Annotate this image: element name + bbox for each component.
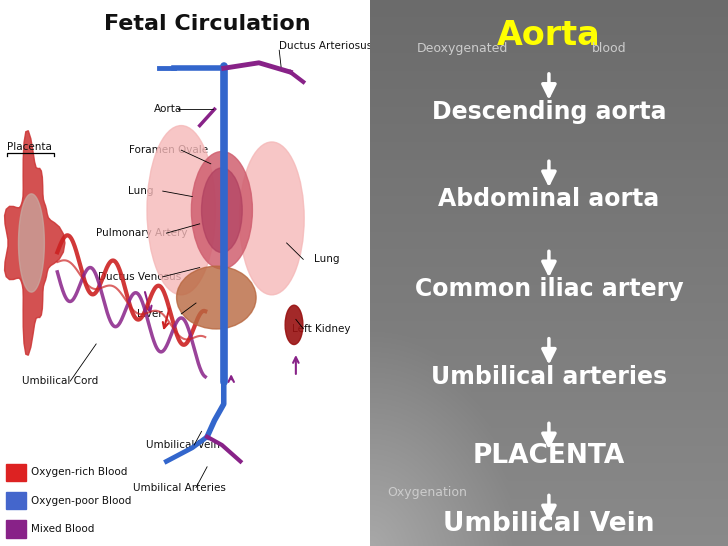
- Text: Lung: Lung: [127, 186, 153, 196]
- Text: blood: blood: [592, 41, 627, 55]
- Ellipse shape: [147, 126, 215, 295]
- Text: Ductus Arteriosus: Ductus Arteriosus: [280, 41, 373, 51]
- Ellipse shape: [285, 305, 303, 345]
- Bar: [6, 492, 26, 509]
- Ellipse shape: [202, 168, 242, 252]
- Text: Deoxygenated: Deoxygenated: [416, 41, 507, 55]
- Bar: [6, 520, 26, 538]
- Ellipse shape: [191, 151, 253, 269]
- Text: Umbilical Cord: Umbilical Cord: [22, 376, 98, 386]
- Text: Pulmonary Artery: Pulmonary Artery: [96, 228, 188, 238]
- Text: Umbilical Vein: Umbilical Vein: [146, 440, 220, 450]
- Text: Oxygenation: Oxygenation: [388, 486, 467, 499]
- Text: Umbilical Arteries: Umbilical Arteries: [133, 483, 226, 492]
- Ellipse shape: [240, 142, 304, 295]
- Text: Umbilical arteries: Umbilical arteries: [431, 365, 667, 389]
- Text: Left Kidney: Left Kidney: [292, 324, 351, 334]
- Ellipse shape: [177, 266, 256, 329]
- Text: PLACENTA: PLACENTA: [472, 443, 625, 469]
- Text: Common iliac artery: Common iliac artery: [415, 277, 683, 301]
- Text: Umbilical Vein: Umbilical Vein: [443, 511, 654, 537]
- Text: Aorta: Aorta: [154, 104, 182, 114]
- Polygon shape: [4, 130, 65, 355]
- Text: Aorta: Aorta: [497, 19, 601, 52]
- Text: Ductus Venosus: Ductus Venosus: [98, 272, 181, 282]
- Text: Descending aorta: Descending aorta: [432, 100, 666, 124]
- Text: Oxygen-rich Blood: Oxygen-rich Blood: [31, 467, 127, 477]
- Polygon shape: [18, 194, 44, 292]
- Text: Foramen Ovale: Foramen Ovale: [130, 145, 208, 155]
- Text: Liver: Liver: [137, 309, 162, 319]
- Text: Lung: Lung: [314, 254, 340, 264]
- Text: Mixed Blood: Mixed Blood: [31, 524, 94, 534]
- Text: Fetal Circulation: Fetal Circulation: [104, 14, 310, 34]
- Text: Oxygen-poor Blood: Oxygen-poor Blood: [31, 496, 131, 506]
- Text: Abdominal aorta: Abdominal aorta: [438, 187, 660, 211]
- Bar: [6, 464, 26, 481]
- Text: Placenta: Placenta: [7, 143, 52, 152]
